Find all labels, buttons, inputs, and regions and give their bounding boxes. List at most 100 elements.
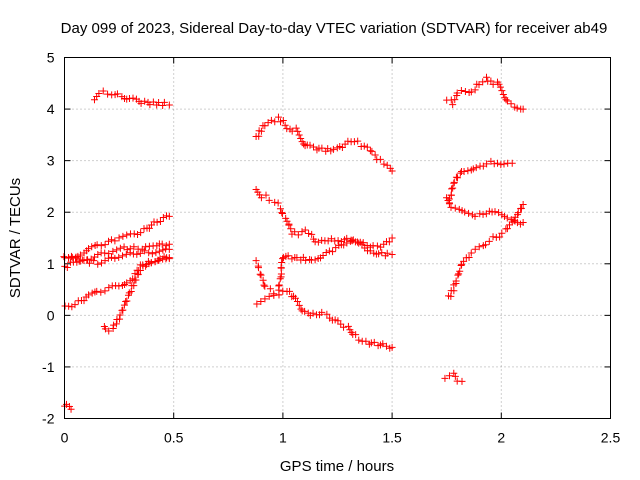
data-point	[278, 259, 286, 267]
data-point	[450, 369, 458, 377]
data-point	[261, 282, 269, 290]
data-point	[495, 80, 503, 88]
data-point	[276, 205, 284, 213]
data-point	[519, 219, 527, 227]
data-point	[104, 254, 112, 262]
data-point	[108, 253, 116, 261]
data-point	[136, 266, 144, 274]
data-point	[458, 377, 466, 385]
data-point	[262, 191, 270, 199]
data-point	[257, 194, 265, 202]
data-point	[343, 239, 351, 247]
data-point	[118, 252, 126, 260]
data-point	[152, 249, 160, 257]
data-point	[67, 405, 75, 413]
data-point	[503, 97, 511, 105]
y-axis-label: SDTVAR / TECUs	[7, 178, 24, 298]
data-point	[355, 239, 363, 247]
data-point	[91, 288, 99, 296]
data-point	[155, 247, 163, 255]
data-point	[467, 249, 475, 257]
data-point	[305, 230, 313, 238]
data-point	[261, 295, 269, 303]
data-point	[513, 104, 521, 112]
data-point	[282, 214, 290, 222]
data-point	[123, 246, 131, 254]
data-point	[72, 254, 80, 262]
data-point	[115, 253, 123, 261]
data-point	[383, 249, 391, 257]
data-point	[265, 292, 273, 300]
data-point	[483, 73, 491, 81]
y-tick-label: -1	[42, 359, 55, 375]
data-point	[133, 250, 141, 258]
data-point	[295, 131, 303, 139]
data-point	[279, 117, 287, 125]
data-point	[472, 164, 480, 172]
data-point	[275, 291, 283, 299]
data-point	[444, 196, 452, 204]
data-point	[510, 216, 518, 224]
series-c3	[443, 194, 527, 228]
data-point	[453, 89, 461, 97]
x-tick-label: 0.5	[164, 430, 184, 446]
data-point	[447, 191, 455, 199]
data-point	[380, 160, 388, 168]
data-point	[271, 198, 279, 206]
data-point	[366, 147, 374, 155]
data-point	[165, 254, 173, 262]
data-point	[293, 254, 301, 262]
series-b2	[252, 185, 396, 251]
data-point	[508, 159, 516, 167]
data-point	[265, 196, 273, 204]
data-point	[137, 99, 145, 107]
series-b1	[252, 113, 396, 175]
series-a6	[90, 87, 173, 109]
data-point	[107, 236, 115, 244]
data-point	[254, 264, 262, 272]
data-point	[274, 113, 282, 121]
chart-title: Day 099 of 2023, Sidereal Day-to-day VTE…	[61, 20, 608, 37]
data-point	[358, 240, 366, 248]
data-point	[447, 203, 455, 211]
data-point	[276, 275, 284, 283]
data-point	[156, 255, 164, 263]
data-point	[97, 288, 105, 296]
axis-ticks	[64, 57, 611, 419]
data-point	[368, 147, 376, 155]
data-point	[101, 287, 109, 295]
grid	[64, 57, 611, 419]
data-point	[137, 229, 145, 237]
data-point	[285, 221, 293, 229]
data-point	[454, 174, 462, 182]
data-point	[471, 212, 479, 220]
series-a5	[100, 253, 173, 335]
data-point	[256, 191, 264, 199]
series-a3	[60, 245, 173, 268]
data-point	[300, 140, 308, 148]
data-point	[123, 279, 131, 287]
data-point	[278, 209, 286, 217]
data-point	[116, 311, 124, 319]
data-point	[140, 247, 148, 255]
data-point	[476, 210, 484, 218]
data-point	[159, 213, 167, 221]
data-point	[355, 336, 363, 344]
data-point	[284, 252, 292, 260]
data-point	[451, 372, 459, 380]
data-point	[461, 208, 469, 216]
data-point	[485, 237, 493, 245]
series-c4	[445, 200, 527, 300]
data-point	[496, 83, 504, 91]
data-point	[441, 374, 449, 382]
data-point	[116, 244, 124, 252]
data-point	[371, 151, 379, 159]
series-b3	[252, 237, 396, 299]
data-point	[385, 238, 393, 246]
data-point	[261, 122, 269, 130]
y-tick-label: -2	[42, 411, 55, 427]
data-point	[136, 249, 144, 257]
data-point	[134, 270, 142, 278]
data-point	[323, 310, 331, 318]
series-c5	[441, 369, 466, 385]
